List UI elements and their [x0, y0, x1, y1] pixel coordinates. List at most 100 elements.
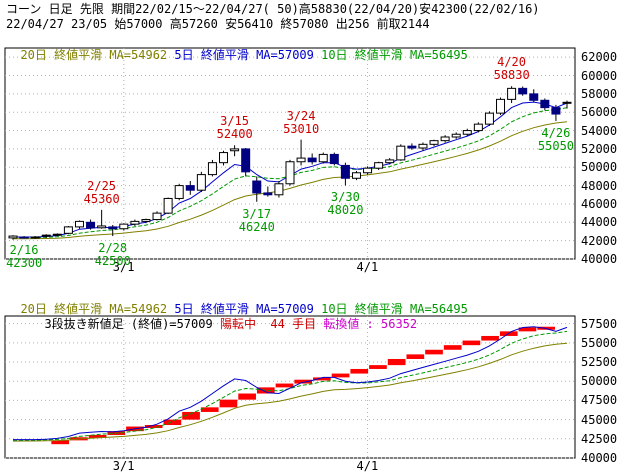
y-tick-top: 54000 [581, 123, 618, 138]
x-tick-bottom: 4/1 [356, 459, 379, 473]
sanbon-bar [238, 393, 256, 400]
annotation-date: 3/24 [286, 108, 316, 123]
candle-body [219, 152, 229, 164]
sanbon-bar [294, 379, 313, 384]
candle-body [274, 183, 284, 196]
candle-body [196, 174, 206, 191]
annotation-date: 3/15 [220, 114, 249, 129]
top-candles [8, 86, 572, 240]
legend-ma10: 10日 終値平滑 MA=56495 [321, 48, 468, 62]
annotation-date: 2/25 [87, 178, 117, 193]
ma20-line-bottom [12, 342, 568, 442]
sanbon-bar [387, 358, 406, 366]
annotation-value: 42300 [6, 255, 43, 270]
y-tick-bottom: 50000 [581, 374, 618, 389]
sanbon-bar [275, 383, 294, 388]
y-tick-bottom: 57500 [581, 316, 618, 331]
candle-body [407, 145, 417, 149]
y-tick-bottom: 42500 [581, 431, 618, 446]
ma20-line [12, 121, 568, 240]
candle-body [97, 225, 107, 229]
y-tick-top: 58000 [581, 86, 618, 101]
sanbon-bar [219, 399, 238, 408]
candle-body [52, 233, 62, 236]
sanbon-bar [88, 434, 107, 438]
candle-body [562, 101, 572, 104]
candle-body [318, 153, 328, 163]
y-tick-bottom: 45000 [581, 412, 618, 427]
candle-body [363, 167, 373, 174]
y-tick-top: 52000 [581, 141, 618, 156]
candle-body [74, 220, 84, 228]
candle-body [163, 197, 173, 214]
candle-body [329, 153, 339, 165]
bottom-grid [5, 316, 575, 459]
candle-body [119, 223, 129, 230]
sanbon-bar [51, 440, 70, 445]
candle-body [207, 162, 217, 176]
ma5-line-bottom [13, 326, 568, 441]
candle-body [230, 148, 240, 152]
annotation-date: 2/28 [98, 241, 128, 256]
sanbon-bar [406, 354, 425, 359]
candle-body [496, 98, 506, 114]
candle-body [86, 221, 96, 229]
legend-ma20-bottom: 20日 終値平滑 MA=54962 [20, 302, 168, 316]
bottom-ma-lines [12, 326, 568, 442]
legend-ma10-bottom: 10日 終値平滑 MA=56495 [321, 302, 468, 316]
candle-body [451, 133, 461, 138]
sanbon-bar [313, 377, 331, 381]
y-tick-top: 60000 [581, 68, 618, 83]
candle-body [307, 157, 317, 163]
candle-body [263, 192, 273, 196]
annotation-value: 52400 [216, 127, 253, 142]
candle-body [296, 157, 306, 163]
candle-body [551, 107, 561, 115]
sanbon-bar [331, 373, 350, 378]
candle-body [351, 172, 361, 179]
y-tick-top: 50000 [581, 160, 618, 175]
annotation-value: 58830 [493, 68, 530, 83]
annotation-date: 2/16 [9, 242, 39, 257]
y-tick-top: 42000 [581, 233, 618, 248]
y-tick-top: 46000 [581, 196, 618, 211]
annotation-value: 46240 [238, 219, 275, 234]
y-tick-top: 44000 [581, 215, 618, 230]
annotation-date: 3/17 [242, 206, 272, 221]
legend-ma5: 5日 終値平滑 MA=57009 [174, 48, 314, 62]
candle-body [385, 159, 395, 164]
y-tick-bottom: 47500 [581, 393, 618, 408]
candle-body [540, 99, 550, 109]
candle-body [429, 140, 439, 145]
sanbon-bar [256, 387, 275, 394]
candle-body [252, 180, 262, 194]
candle-body [185, 185, 195, 191]
candle-body [507, 87, 517, 100]
sanbon-legend: 3段抜き新値足 (終値)=57009 陽転中 44 手目 転換値 : 56352 [30, 303, 417, 331]
y-tick-bottom: 55000 [581, 335, 618, 350]
sanbon-bar [518, 327, 537, 332]
annotation-date: 3/30 [330, 190, 360, 205]
header-line-1: コーン 日足 先限 期間22/02/15～22/04/27( 50)高58830… [6, 2, 540, 16]
sanbon-status: 陽転中 [219, 317, 256, 331]
candle-body [473, 123, 483, 132]
candle-body [518, 87, 528, 95]
legend-ma20: 20日 終値平滑 MA=54962 [20, 48, 168, 62]
x-tick-top: 4/1 [356, 260, 379, 274]
candle-body [174, 185, 184, 199]
candle-body [440, 136, 450, 142]
sanbon-bar [425, 349, 443, 355]
candle-body [241, 148, 251, 173]
top-plot-frame [4, 47, 576, 260]
candle-body [30, 236, 40, 239]
candle-body [152, 212, 162, 221]
candle-body [108, 226, 118, 230]
x-tick-top: 3/1 [112, 260, 135, 274]
candle-body [19, 236, 29, 239]
candle-body [340, 164, 350, 179]
candle-body [41, 234, 51, 237]
sanbon-label: 3段抜き新値足 (終値)=57009 [44, 317, 213, 331]
annotation-value: 53010 [283, 121, 320, 136]
top-legend: 20日 終値平滑 MA=54962 5日 終値平滑 MA=57009 10日 終… [6, 34, 468, 62]
